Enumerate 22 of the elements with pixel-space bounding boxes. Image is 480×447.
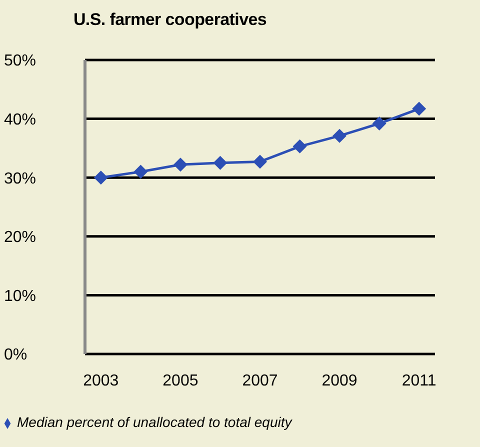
x-tick-label: 2009 bbox=[322, 372, 358, 390]
y-tick-label: 10% bbox=[4, 288, 36, 305]
y-tick-label: 50% bbox=[4, 52, 36, 70]
x-tick-label: 2003 bbox=[83, 372, 119, 390]
point bbox=[134, 164, 148, 179]
y-tick-label: 30% bbox=[4, 170, 36, 188]
point bbox=[332, 128, 347, 143]
point bbox=[173, 158, 188, 172]
chart-title: U.S. farmer cooperatives bbox=[72, 10, 268, 30]
y-tick-label: 0% bbox=[4, 346, 28, 364]
point bbox=[292, 139, 307, 154]
point bbox=[412, 102, 426, 116]
point bbox=[213, 156, 228, 170]
x-tick-label: 2005 bbox=[162, 372, 198, 390]
x-tick-label: 2011 bbox=[402, 372, 436, 390]
y-tick-label: 20% bbox=[4, 229, 36, 246]
point bbox=[253, 154, 267, 169]
y-tick-label: 40% bbox=[4, 111, 36, 128]
point bbox=[372, 116, 386, 131]
legend-label: Median percent of unallocated to total equity bbox=[17, 414, 292, 430]
x-tick-label: 2007 bbox=[242, 372, 278, 390]
point bbox=[94, 170, 108, 185]
